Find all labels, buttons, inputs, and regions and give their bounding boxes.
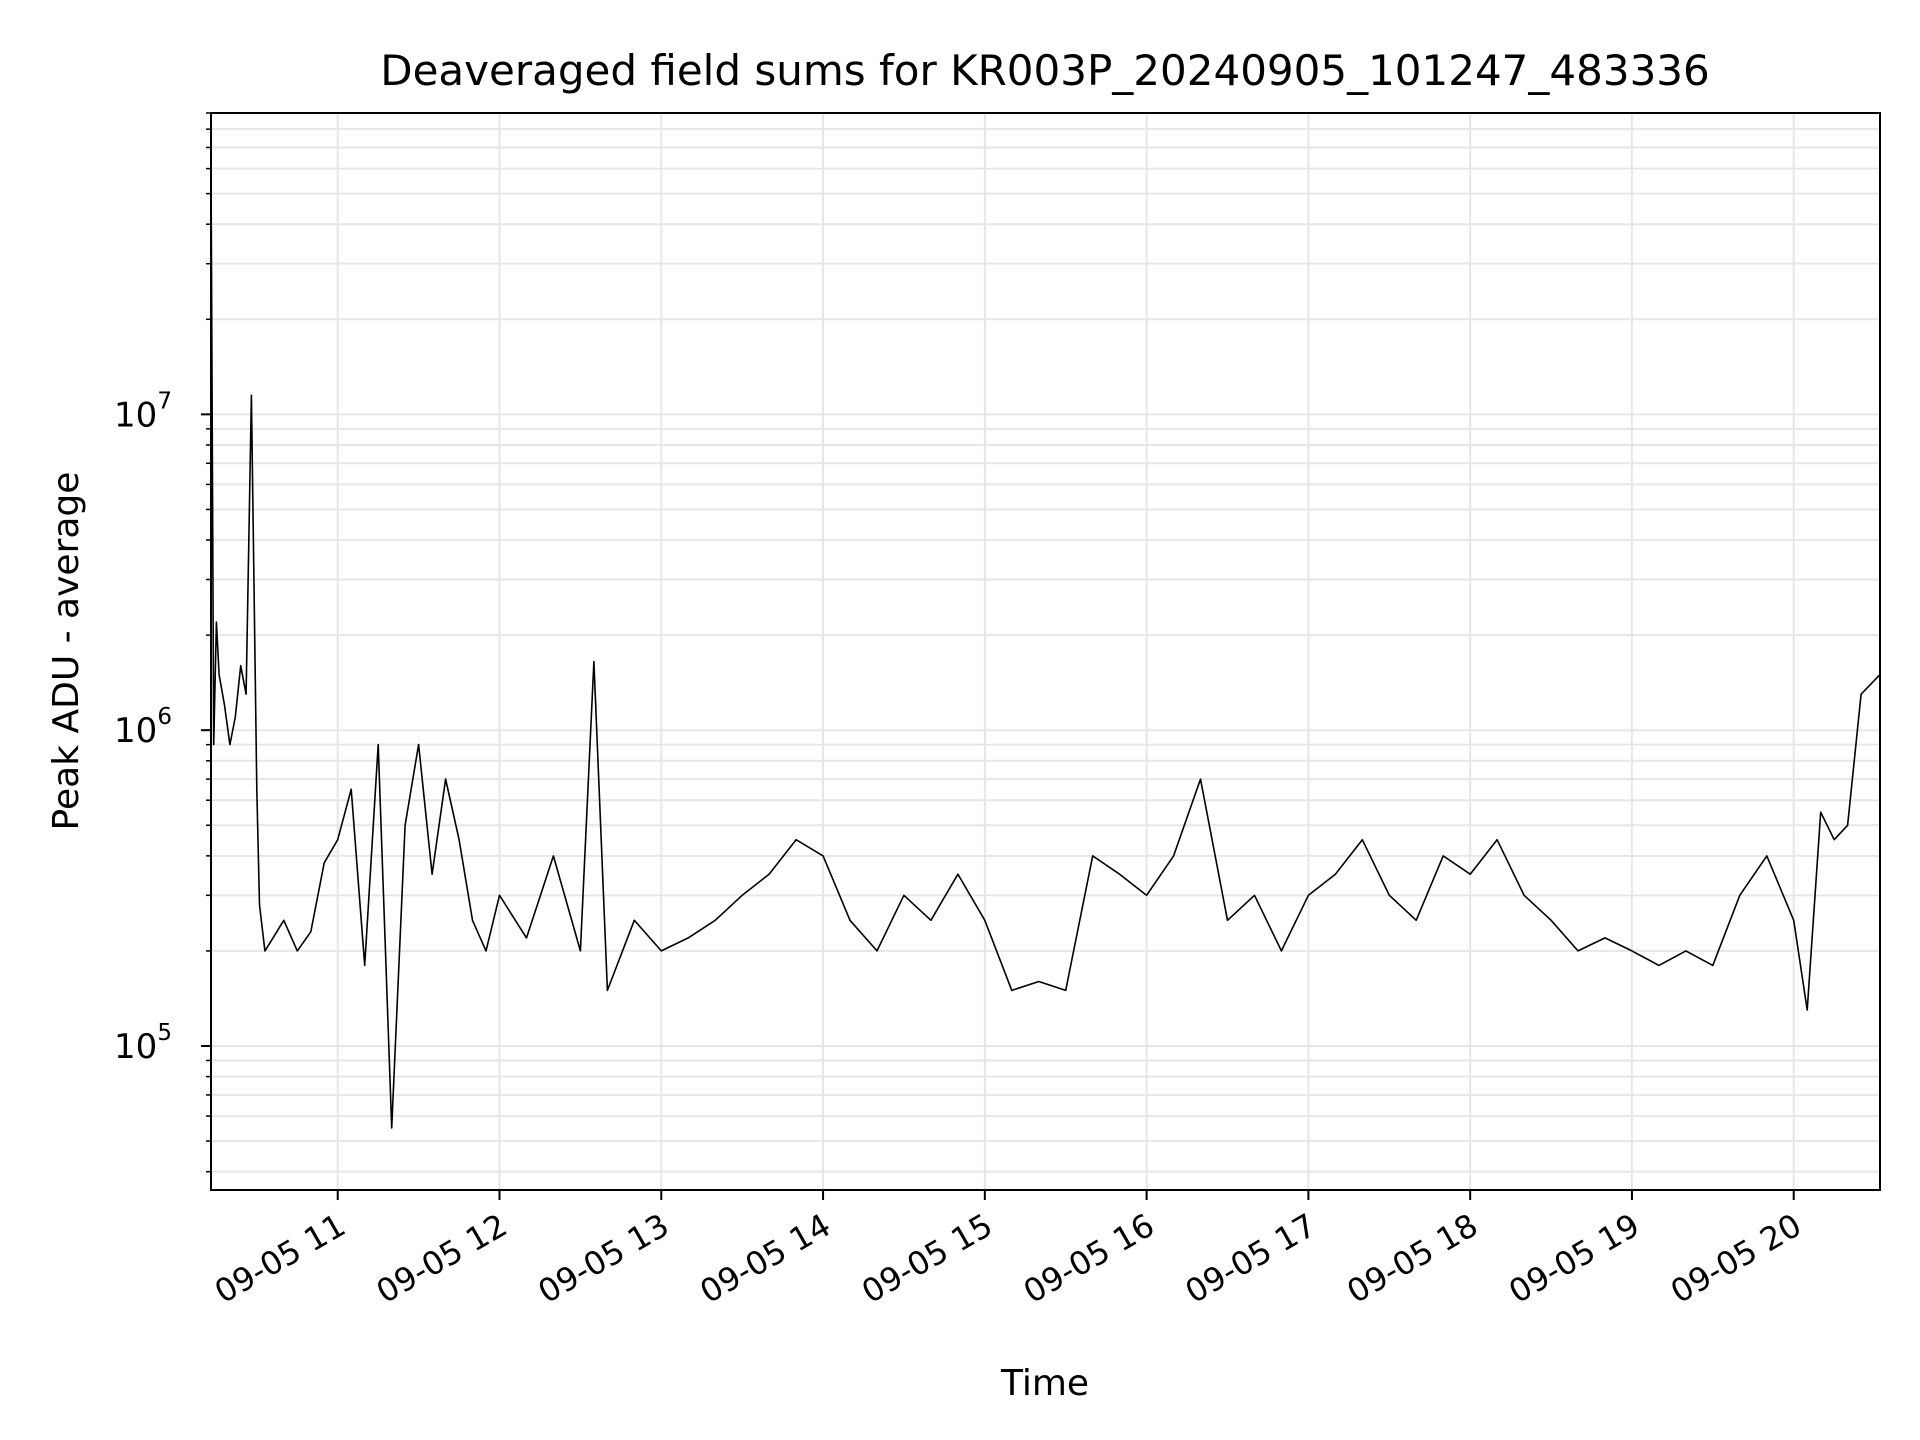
- y-tick-label: 107: [114, 388, 172, 435]
- y-tick-label: 106: [114, 704, 172, 751]
- x-axis-label: Time: [1000, 1363, 1089, 1404]
- series-line: [210, 157, 1881, 1129]
- y-tick-label: 105: [114, 1020, 172, 1067]
- data-series: [210, 157, 1881, 1129]
- chart-title: Deaveraged field sums for KR003P_2024090…: [380, 46, 1710, 95]
- plot-frame: [210, 112, 1881, 1191]
- y-axis-label: Peak ADU - average: [46, 472, 87, 831]
- grid-lines: [211, 112, 1880, 1190]
